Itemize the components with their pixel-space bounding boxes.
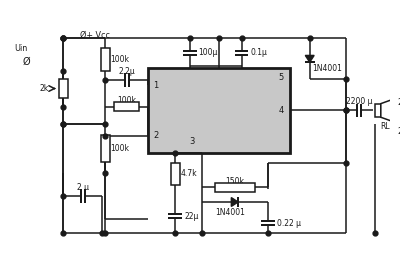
Bar (148, 68, 290, 153)
Text: RL: RL (380, 121, 390, 131)
Text: 100k: 100k (117, 96, 136, 105)
Text: 2k: 2k (40, 84, 49, 93)
Bar (101, 135, 110, 162)
Text: 2: 2 (397, 127, 400, 136)
Polygon shape (381, 99, 394, 122)
Text: Uin: Uin (15, 44, 28, 53)
Text: 2: 2 (153, 131, 158, 140)
Text: 5: 5 (278, 73, 284, 82)
Text: 1N4001: 1N4001 (313, 64, 342, 73)
Text: 2.2μ: 2.2μ (118, 67, 135, 76)
Text: 3: 3 (189, 137, 194, 146)
Bar (375, 104, 381, 117)
Polygon shape (231, 198, 238, 207)
Bar (101, 48, 110, 71)
Text: 1: 1 (153, 81, 158, 90)
Bar (171, 163, 180, 185)
Text: 4.7k: 4.7k (181, 169, 197, 178)
Text: 4: 4 (278, 106, 284, 115)
Text: 0.1μ: 0.1μ (250, 49, 267, 57)
Text: 100k: 100k (110, 144, 130, 153)
Text: 100k: 100k (110, 55, 130, 64)
Text: 2: 2 (397, 98, 400, 107)
Text: 22μ: 22μ (184, 212, 198, 221)
Bar (215, 183, 254, 192)
Text: 2 μ: 2 μ (77, 183, 89, 192)
Text: 0.22 μ: 0.22 μ (277, 219, 301, 228)
Text: 100μ: 100μ (199, 49, 218, 57)
Bar (114, 102, 140, 111)
Text: 150k: 150k (225, 177, 244, 186)
Text: 2200 μ: 2200 μ (346, 97, 373, 106)
Bar (59, 79, 68, 99)
Text: 1N4001: 1N4001 (215, 208, 245, 217)
Text: Ø+ Vcc: Ø+ Vcc (80, 31, 110, 40)
Polygon shape (305, 55, 314, 62)
Text: Ø: Ø (22, 57, 30, 67)
